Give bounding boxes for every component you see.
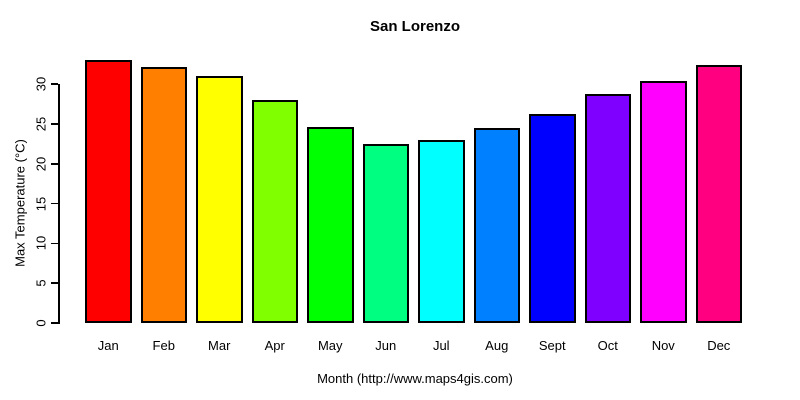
y-tick-30 (51, 83, 58, 85)
bar-oct (584, 93, 631, 323)
y-tick-label-25: 25 (33, 116, 49, 132)
y-tick-0 (51, 322, 58, 324)
bar-may (307, 127, 354, 323)
bar-jul (418, 139, 465, 323)
y-axis-title: Max Temperature (°C) (12, 139, 28, 267)
chart-title: San Lorenzo (369, 18, 461, 35)
y-axis-line (58, 84, 60, 324)
x-label-dec: Dec (707, 338, 731, 353)
y-tick-15 (51, 202, 58, 205)
bar-feb (140, 66, 187, 323)
y-tick-25 (51, 123, 58, 125)
x-label-feb: Feb (152, 338, 175, 353)
x-label-jul: Jul (432, 338, 450, 353)
x-label-jun: Jun (375, 338, 397, 353)
bar-jun (362, 143, 409, 323)
y-tick-label-20: 20 (33, 156, 49, 172)
bar-mar (196, 76, 243, 323)
x-label-apr: Apr (264, 338, 285, 353)
x-axis-title: Month (http://www.maps4gis.com) (317, 371, 513, 386)
x-label-nov: Nov (651, 338, 675, 353)
y-tick-label-0: 0 (33, 319, 49, 327)
bar-aug (473, 127, 520, 323)
y-tick-20 (51, 163, 58, 165)
y-tick-label-10: 10 (33, 236, 49, 251)
y-tick-label-15: 15 (33, 196, 49, 211)
x-label-jan: Jan (97, 338, 119, 353)
y-tick-10 (51, 242, 58, 245)
bar-jan (85, 59, 132, 323)
y-tick-5 (51, 282, 58, 284)
x-label-may: May (317, 338, 343, 353)
y-tick-label-5: 5 (33, 279, 49, 287)
x-label-mar: Mar (208, 338, 231, 353)
bar-nov (640, 81, 687, 323)
x-label-aug: Aug (485, 338, 509, 353)
bar-dec (695, 65, 742, 323)
bar-sept (529, 114, 576, 323)
x-label-oct: Oct (597, 338, 618, 353)
y-tick-label-30: 30 (33, 76, 49, 92)
x-label-sept: Sept (538, 338, 566, 353)
bar-apr (251, 100, 298, 323)
